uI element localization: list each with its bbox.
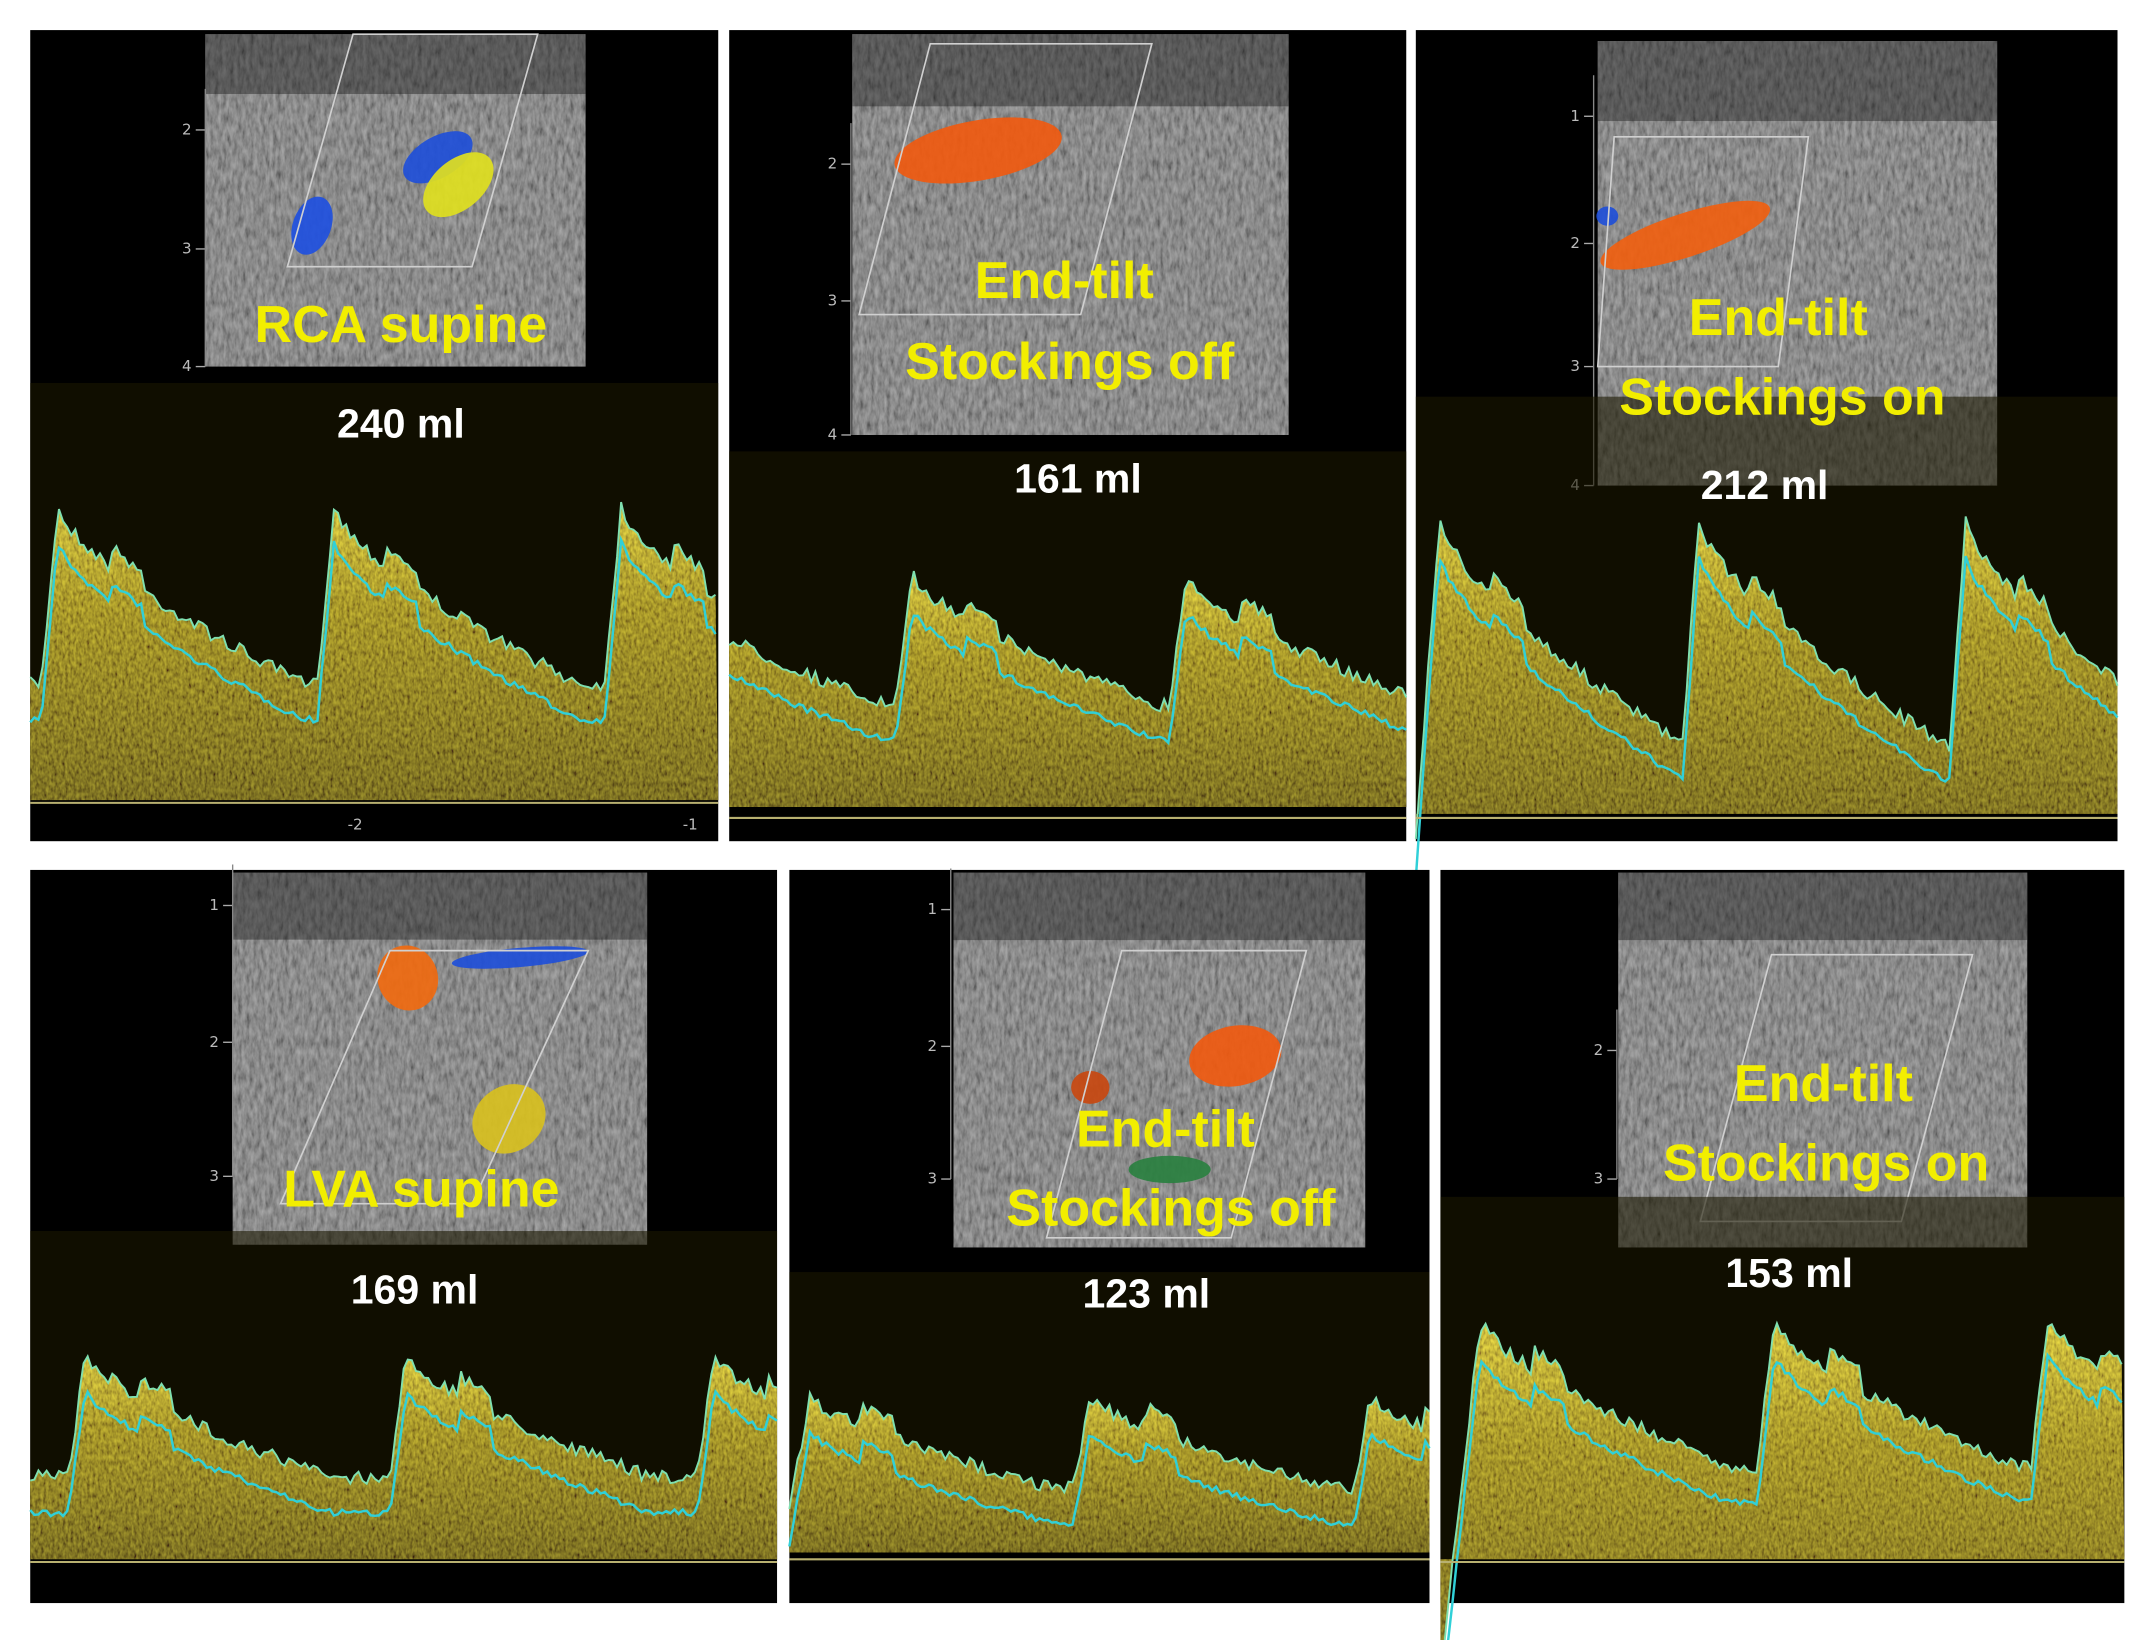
- peak-envelope: [1414, 516, 2119, 840]
- ultrasound-images: 234-2-1234123412312323: [29, 30, 2125, 1640]
- peak-envelope: [728, 570, 1408, 713]
- sample-box: [279, 949, 590, 1205]
- depth-label: 1: [1570, 107, 1580, 125]
- panel-label: Stockings off: [1006, 1180, 1336, 1238]
- panel-label: Stockings on: [1619, 369, 1945, 427]
- spectral-noise: [30, 1356, 778, 1560]
- mean-envelope: [29, 1388, 778, 1518]
- depth-label: 3: [928, 1170, 938, 1188]
- panel-label: End-tilt: [975, 252, 1154, 310]
- ultrasound-panel: 2 3 4 -2 -1: [29, 30, 719, 842]
- b-mode-speckle: [852, 34, 1289, 435]
- depth-label: 4: [828, 425, 838, 443]
- mean-envelope: [1446, 1352, 2123, 1640]
- depth-label: 2: [828, 155, 838, 173]
- color-doppler: [1071, 1070, 1110, 1104]
- b-mode-dark-band: [1618, 872, 2028, 941]
- b-mode-dark-band: [852, 34, 1289, 107]
- spectral-noise: [1415, 516, 2118, 840]
- depth-label: 2: [209, 1033, 219, 1051]
- annotations: RCA supine 240 ml End-tilt Stockings off…: [255, 252, 1990, 1316]
- panel-label: Stockings on: [1663, 1134, 1989, 1192]
- peak-envelope: [29, 501, 717, 693]
- mean-envelope: [788, 1428, 1431, 1547]
- color-doppler: [472, 1084, 546, 1154]
- ultrasound-panel: 2 3 4: [728, 30, 1408, 842]
- ultrasound-panel: 23: [1440, 869, 2125, 1640]
- b-mode-speckle: [232, 872, 648, 1245]
- panel-label: End-tilt: [1076, 1100, 1255, 1158]
- depth-label: 3: [828, 291, 838, 309]
- volume-label: 169 ml: [351, 1266, 479, 1312]
- time-label: -1: [683, 815, 698, 833]
- ultrasound-panel: 1 2 3: [788, 868, 1431, 1604]
- panel-label: RCA supine: [255, 296, 548, 354]
- sample-box: [286, 33, 539, 268]
- spectral-noise: [30, 502, 719, 801]
- volume-label: 240 ml: [337, 401, 465, 447]
- volume-label: 153 ml: [1725, 1250, 1853, 1296]
- panel-label: LVA supine: [283, 1160, 559, 1218]
- b-mode-dark-band: [1597, 41, 1998, 122]
- volume-label: 212 ml: [1701, 462, 1829, 508]
- b-mode-dark-band: [205, 34, 586, 95]
- depth-label: 2: [1570, 234, 1580, 252]
- mean-envelope: [728, 614, 1407, 746]
- color-doppler: [291, 196, 333, 255]
- depth-label: 3: [182, 239, 192, 257]
- sample-box: [858, 42, 1153, 316]
- peak-envelope: [30, 1353, 778, 1486]
- mean-envelope: [1414, 555, 2119, 879]
- color-doppler: [451, 946, 589, 969]
- color-doppler: [894, 117, 1062, 184]
- color-doppler: [377, 945, 439, 1011]
- spectral-noise: [729, 571, 1407, 808]
- ultrasound-panel: 1 2 3: [29, 864, 778, 1604]
- time-label: -2: [348, 815, 363, 833]
- b-mode-dark-band: [232, 872, 648, 940]
- peak-envelope: [788, 1389, 1431, 1510]
- b-mode-dark-band: [953, 872, 1366, 941]
- spectral-noise: [1440, 1323, 2125, 1640]
- color-doppler: [1600, 200, 1771, 270]
- sample-box: [1045, 949, 1308, 1239]
- volume-label: 123 ml: [1083, 1271, 1211, 1317]
- b-mode-speckle: [1618, 872, 2028, 1248]
- color-doppler: [1128, 1155, 1211, 1184]
- depth-label: 3: [1570, 357, 1580, 375]
- color-doppler: [1189, 1025, 1282, 1087]
- depth-label: 3: [1594, 1170, 1604, 1188]
- depth-label: 2: [1594, 1041, 1604, 1059]
- depth-label: 1: [928, 900, 938, 918]
- sample-box: [1596, 135, 1810, 368]
- peak-envelope: [1443, 1320, 2123, 1640]
- color-doppler: [1596, 206, 1619, 226]
- volume-label: 161 ml: [1014, 455, 1142, 501]
- b-mode-speckle: [953, 872, 1366, 1248]
- depth-label: 4: [182, 357, 192, 375]
- mean-envelope: [29, 535, 717, 725]
- panel-label: Stockings off: [905, 333, 1235, 391]
- depth-label: 3: [209, 1167, 219, 1185]
- color-doppler: [423, 152, 494, 218]
- spectral-noise: [789, 1392, 1430, 1553]
- depth-label: 2: [928, 1037, 938, 1055]
- depth-label: 2: [182, 120, 192, 138]
- panel-label: End-tilt: [1689, 289, 1868, 347]
- panel-label: End-tilt: [1734, 1055, 1913, 1113]
- depth-label: 1: [209, 896, 219, 914]
